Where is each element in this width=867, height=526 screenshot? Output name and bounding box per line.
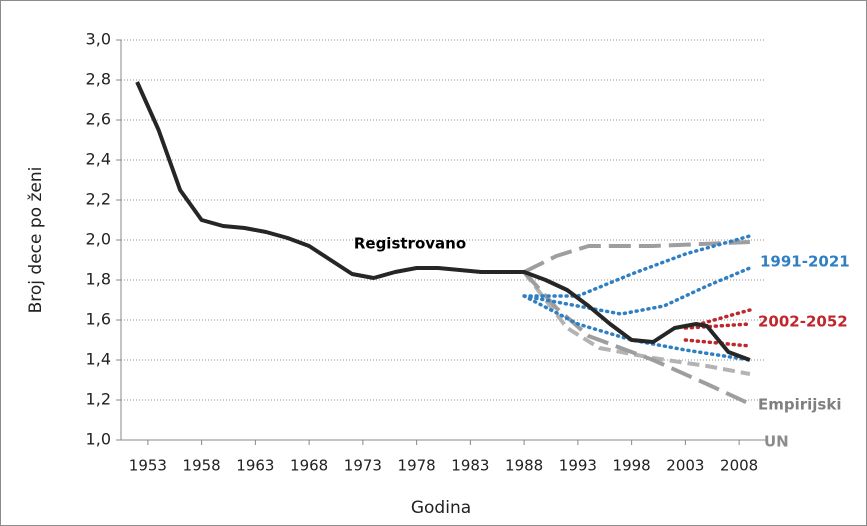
series-label: Registrovano — [354, 235, 466, 253]
series-line — [522, 240, 751, 406]
x-tick-label: 1988 — [505, 457, 543, 475]
y-tick-label: 1,0 — [86, 430, 111, 449]
y-axis-title: Broj dece po ženi — [26, 167, 46, 314]
x-tick-label: 1963 — [236, 457, 274, 475]
x-axis-title: Godina — [411, 498, 471, 518]
series-label: Empirijski — [758, 396, 841, 414]
y-tick-label: 2,0 — [86, 230, 111, 249]
y-tick-label: 2,4 — [86, 150, 111, 169]
x-tick-label: 2003 — [666, 457, 704, 475]
x-tick-label: 1998 — [613, 457, 651, 475]
y-tick-label: 1,2 — [86, 390, 111, 409]
x-tick-label: 1958 — [183, 457, 221, 475]
x-tick-label: 2008 — [720, 457, 758, 475]
x-tick-label: 1953 — [129, 457, 167, 475]
series-label: UN — [764, 433, 789, 451]
series-line — [135, 81, 751, 362]
y-tick-label: 3,0 — [86, 30, 111, 49]
y-tick-label: 2,8 — [86, 70, 111, 89]
x-tick-label: 1993 — [559, 457, 597, 475]
y-tick-label: 1,8 — [86, 270, 111, 289]
x-tick-label: 1973 — [344, 457, 382, 475]
y-tick-label: 2,2 — [86, 190, 111, 209]
series-label: 2002-2052 — [758, 313, 848, 331]
y-tick-label: 1,4 — [86, 350, 111, 369]
x-tick-label: 1978 — [398, 457, 436, 475]
y-tick-label: 2,6 — [86, 110, 111, 129]
series-line — [522, 270, 751, 376]
series-label: 1991-2021 — [760, 253, 850, 271]
x-tick-label: 1983 — [451, 457, 489, 475]
y-tick-label: 1,6 — [86, 310, 111, 329]
x-tick-label: 1968 — [290, 457, 328, 475]
